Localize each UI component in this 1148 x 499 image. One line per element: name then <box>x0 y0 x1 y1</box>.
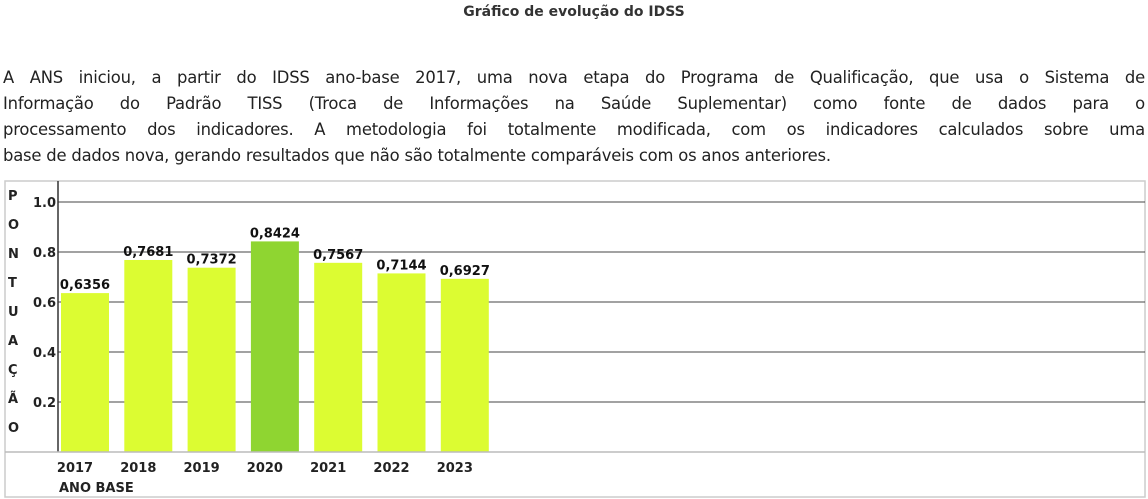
description-paragraph: A ANS iniciou, a partir do IDSS ano-base… <box>3 65 1145 169</box>
chart-title: Gráfico de evolução do IDSS <box>463 4 685 20</box>
data-label: 0,7144 <box>376 258 426 273</box>
bar-2020 <box>250 241 299 452</box>
y-tick-label: 0.2 <box>33 396 56 411</box>
chart-frame <box>4 180 1146 498</box>
data-label: 0,7567 <box>313 248 363 263</box>
data-label: 0,8424 <box>250 226 300 241</box>
x-tick-label: 2022 <box>373 461 409 476</box>
y-tick-label: 0.8 <box>33 246 56 261</box>
x-axis-title: ANO BASE <box>59 481 134 496</box>
bar-2023 <box>440 278 489 452</box>
x-tick-label: 2021 <box>310 461 346 476</box>
data-label: 0,7681 <box>123 245 173 260</box>
x-tick-label: 2020 <box>247 461 283 476</box>
bar-2019 <box>187 267 236 452</box>
paragraph-line: base de dados nova, gerando resultados q… <box>3 146 831 165</box>
data-label: 0,6356 <box>60 278 110 293</box>
paragraph-line: A ANS iniciou, a partir do IDSS ano-base… <box>3 68 1145 87</box>
x-tick-label: 2017 <box>57 461 93 476</box>
y-tick-label: 0.4 <box>33 346 56 361</box>
x-tick-label: 2019 <box>184 461 220 476</box>
x-tick-label: 2023 <box>437 461 473 476</box>
paragraph-line: Informação do Padrão TISS (Troca de Info… <box>3 94 1145 113</box>
y-tick-label: 1.0 <box>33 196 56 211</box>
y-tick-label: 0.6 <box>33 296 56 311</box>
x-tick-label: 2018 <box>120 461 156 476</box>
bar-2021 <box>314 262 363 452</box>
bar-2018 <box>124 259 173 452</box>
bar-2017 <box>61 293 109 452</box>
bar-2022 <box>377 273 426 452</box>
data-label: 0,6927 <box>440 264 490 279</box>
data-label: 0,7372 <box>187 253 237 268</box>
paragraph-line: processamento dos indicadores. A metodol… <box>3 120 1145 139</box>
